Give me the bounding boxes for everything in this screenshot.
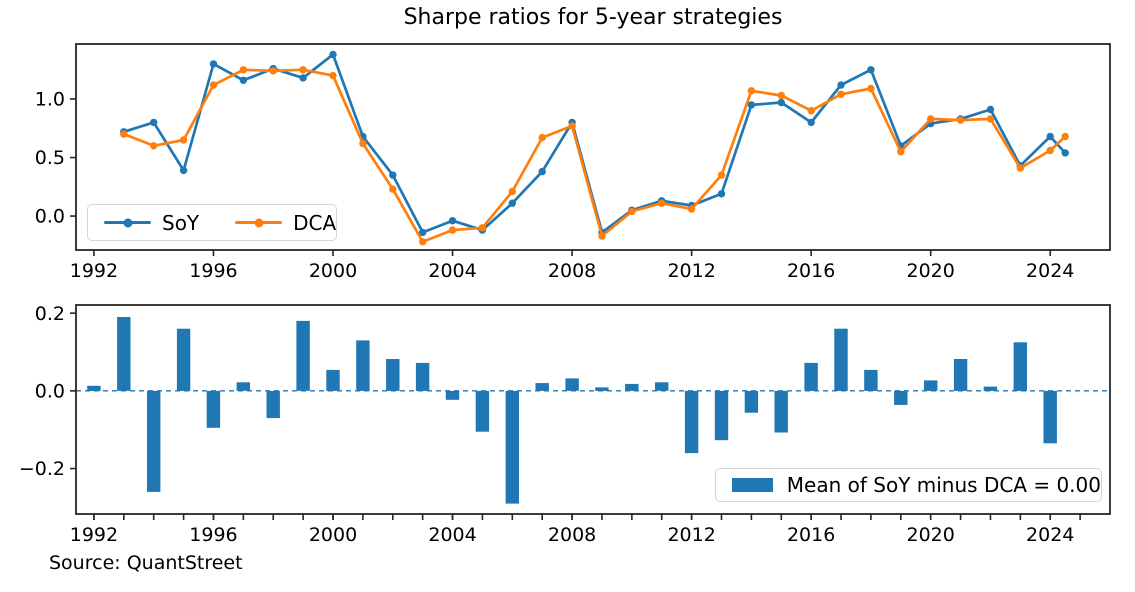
soy-line-swatch: [104, 218, 151, 227]
bar-swatch: [732, 478, 773, 492]
svg-text:0.2: 0.2: [35, 303, 65, 325]
svg-text:2000: 2000: [309, 524, 357, 546]
svg-text:−0.2: −0.2: [19, 458, 65, 480]
svg-text:2008: 2008: [548, 260, 596, 282]
chart-title: Sharpe ratios for 5-year strategies: [403, 5, 783, 30]
svg-text:0.5: 0.5: [35, 147, 65, 169]
svg-text:1996: 1996: [189, 260, 237, 282]
svg-text:1992: 1992: [70, 524, 118, 546]
bar-legend: Mean of SoY minus DCA = 0.00: [715, 468, 1102, 502]
legend-label-soy: SoY: [162, 210, 200, 235]
svg-text:1996: 1996: [189, 524, 237, 546]
svg-text:2024: 2024: [1026, 524, 1074, 546]
svg-text:2020: 2020: [907, 524, 955, 546]
svg-text:1992: 1992: [70, 260, 118, 282]
bar-legend-label: Mean of SoY minus DCA = 0.00: [786, 473, 1101, 497]
dca-marker-dot: [254, 218, 264, 227]
svg-text:2020: 2020: [907, 260, 955, 282]
svg-text:2016: 2016: [787, 524, 835, 546]
svg-text:0.0: 0.0: [35, 381, 65, 403]
svg-text:2000: 2000: [309, 260, 357, 282]
line-legend: SoY DCA: [87, 204, 337, 241]
svg-text:2024: 2024: [1026, 260, 1074, 282]
legend-item-soy: SoY: [104, 211, 199, 235]
legend-label-dca: DCA: [293, 210, 337, 235]
dca-line-swatch: [235, 218, 283, 227]
svg-text:2012: 2012: [667, 524, 715, 546]
svg-text:2004: 2004: [428, 260, 476, 282]
soy-marker-dot: [123, 218, 132, 227]
svg-text:2008: 2008: [548, 524, 596, 546]
legend-item-dca: DCA: [235, 211, 336, 235]
source-note: Source: QuantStreet: [49, 552, 243, 574]
svg-text:1.0: 1.0: [35, 89, 65, 111]
svg-text:2016: 2016: [787, 260, 835, 282]
svg-text:2004: 2004: [428, 524, 476, 546]
svg-text:0.0: 0.0: [35, 206, 65, 228]
svg-text:2012: 2012: [667, 260, 715, 282]
